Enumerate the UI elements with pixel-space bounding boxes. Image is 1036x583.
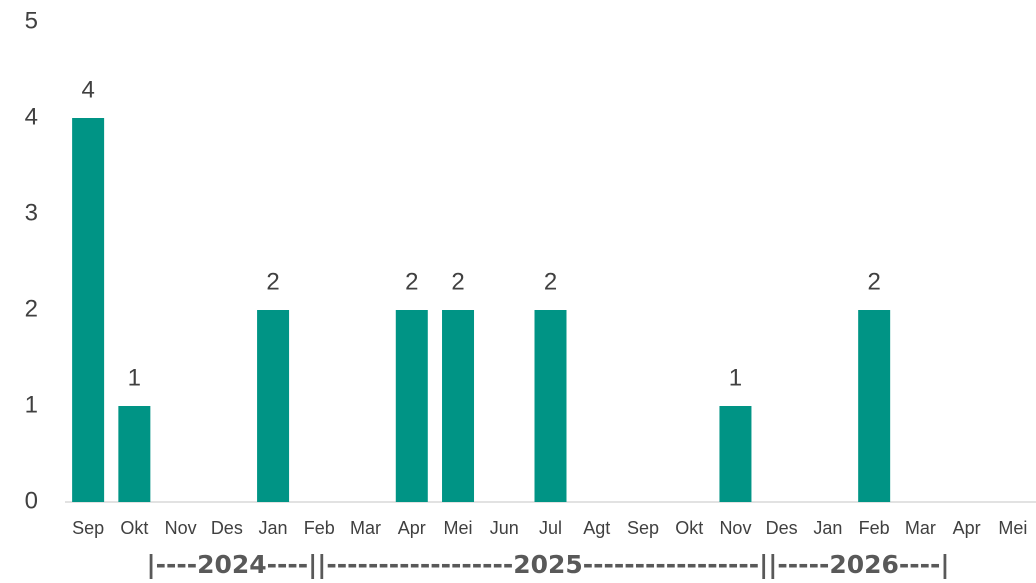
x-tick-label: Jan [259,518,288,538]
y-tick-label: 4 [25,103,38,130]
x-tick-label: Feb [304,518,335,538]
y-tick-label: 2 [25,295,38,322]
data-label: 2 [405,268,418,295]
data-label: 2 [544,268,557,295]
x-tick-label: Nov [165,518,197,538]
data-label: 2 [867,268,880,295]
bar [395,310,428,502]
x-tick-label: Okt [675,518,703,538]
x-tick-label: Des [766,518,798,538]
bar [118,406,151,502]
year-group-label: |----2024----||------------------2025---… [146,550,949,579]
data-label: 4 [81,76,94,103]
x-tick-label: Apr [953,518,981,538]
bar [858,310,891,502]
x-tick-label: Jun [490,518,519,538]
x-tick-label: Okt [120,518,148,538]
y-tick-label: 1 [25,391,38,418]
data-label: 1 [128,364,141,391]
y-tick-label: 5 [25,7,38,34]
y-tick-label: 3 [25,199,38,226]
x-tick-label: Mei [998,518,1027,538]
bar [257,310,290,502]
x-tick-label: Mar [905,518,936,538]
x-tick-label: Nov [719,518,751,538]
x-tick-label: Sep [627,518,659,538]
x-tick-label: Mar [350,518,381,538]
x-tick-label: Feb [859,518,890,538]
data-label: 2 [266,268,279,295]
x-tick-label: Des [211,518,243,538]
data-label: 2 [451,268,464,295]
bar [534,310,567,502]
x-tick-label: Apr [398,518,426,538]
x-tick-label: Jul [539,518,562,538]
bar [442,310,475,502]
x-tick-label: Sep [72,518,104,538]
x-tick-label: Jan [813,518,842,538]
bar [719,406,752,502]
x-tick-label: Mei [444,518,473,538]
data-label: 1 [729,364,742,391]
x-tick-label: Agt [583,518,610,538]
bar [72,118,105,502]
y-tick-label: 0 [25,487,38,514]
